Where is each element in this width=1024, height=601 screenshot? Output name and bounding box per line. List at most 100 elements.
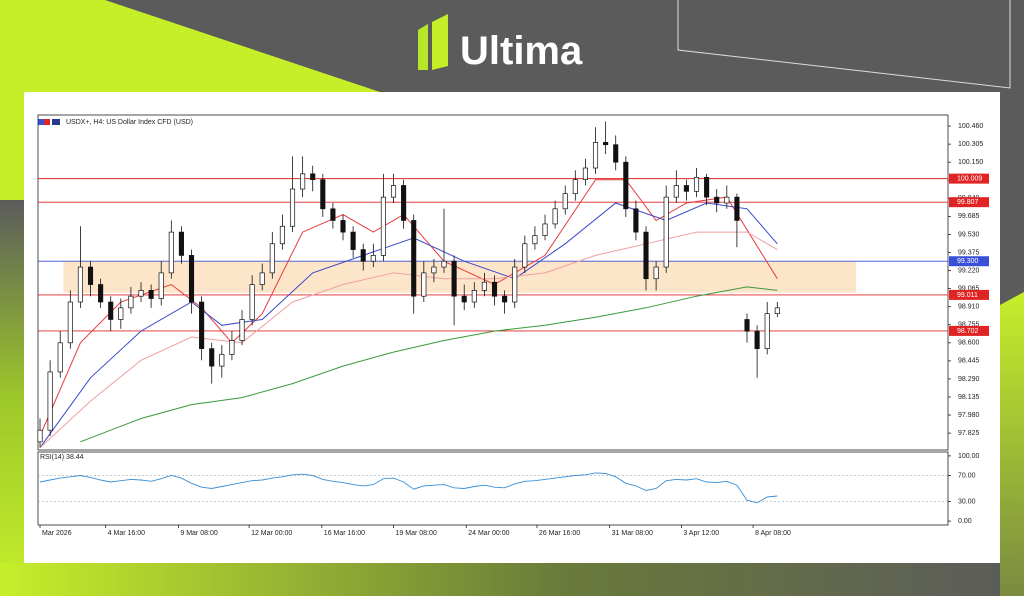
moving-average: [80, 286, 778, 443]
candle-body: [229, 340, 235, 355]
candle-body: [774, 307, 780, 315]
candle-body: [209, 348, 215, 367]
logo-icon: [432, 14, 448, 70]
x-tick-label: 12 Mar 00:00: [251, 530, 292, 537]
candle-body: [512, 266, 518, 303]
y-tick-label: 100.305: [958, 141, 983, 148]
candle-body: [158, 272, 164, 299]
candle-body: [552, 208, 558, 225]
candle-body: [219, 354, 225, 367]
candle-body: [320, 179, 326, 210]
candle-body: [269, 243, 275, 274]
level-box: [949, 197, 989, 208]
candle-body: [421, 272, 427, 297]
candle-body: [653, 266, 659, 280]
candle-body: [77, 266, 83, 303]
candle-body: [764, 313, 770, 349]
y-tick-label: 98.290: [958, 376, 980, 383]
candle-body: [663, 196, 669, 268]
candle-body: [734, 196, 740, 221]
candle-body: [350, 231, 356, 250]
candle-body: [67, 301, 73, 344]
accent-bottom: [0, 563, 1024, 596]
x-tick-label: 19 Mar 08:00: [396, 530, 437, 537]
candle-body: [360, 249, 366, 262]
candle-body: [128, 295, 134, 309]
level-label: 98.702: [957, 328, 979, 335]
candle-body: [471, 290, 477, 303]
candle-body: [118, 307, 124, 320]
rsi-frame: [37, 451, 949, 526]
candle-body: [633, 208, 639, 233]
candle-body: [673, 185, 679, 198]
candle-body: [613, 144, 619, 163]
symbol-icon: [38, 119, 60, 125]
chart-panel: [24, 92, 1000, 563]
candle-body: [178, 231, 184, 256]
candle-body: [592, 142, 599, 169]
y-tick-label: 98.135: [958, 394, 980, 401]
candle-body: [401, 185, 407, 221]
candle-body: [532, 235, 538, 245]
candle-body: [441, 260, 447, 268]
candle-body: [168, 231, 174, 274]
x-tick-label: 9 Mar 08:00: [180, 530, 217, 537]
candle-body: [47, 371, 53, 431]
candle-body: [502, 295, 508, 303]
candle-body: [431, 266, 437, 274]
x-tick-label: 16 Mar 16:00: [324, 530, 365, 537]
candle-body: [57, 342, 63, 373]
candle-body: [37, 429, 43, 443]
logo-icon: [418, 24, 428, 70]
candle-body: [623, 161, 629, 210]
candle-body: [693, 176, 700, 192]
y-tick-label: 98.600: [958, 340, 980, 347]
moving-average: [39, 179, 778, 437]
candle-body: [87, 266, 94, 285]
candle-body: [148, 290, 154, 299]
support-zone: [63, 261, 857, 293]
candle-body: [491, 281, 498, 297]
level-box: [949, 256, 989, 267]
candle-body: [188, 255, 195, 303]
candle-body: [340, 220, 346, 233]
candle-body: [239, 319, 245, 341]
logo: Ultima: [418, 14, 583, 73]
y-tick-label: 97.980: [958, 412, 980, 419]
y-tick-label: 98.910: [958, 304, 980, 311]
brand: Ultima: [460, 29, 583, 73]
candle-body: [714, 196, 720, 204]
y-tick-label: 100.150: [958, 159, 983, 166]
x-tick-label: 31 Mar 08:00: [612, 530, 653, 537]
candle-body: [724, 196, 730, 204]
rsi-tick-label: 70.00: [958, 472, 976, 479]
candle-body: [199, 301, 205, 349]
candle-body: [138, 290, 144, 297]
y-tick-label: 97.825: [958, 430, 980, 437]
candle-body: [411, 220, 417, 297]
candle-body: [310, 173, 316, 181]
candle-body: [582, 167, 588, 181]
level-box: [949, 325, 989, 336]
candle-body: [370, 255, 376, 262]
candle-body: [481, 281, 487, 291]
level-label: 99.807: [957, 199, 979, 206]
candle-body: [451, 260, 457, 297]
candle-body: [390, 185, 397, 198]
y-tick-label: 99.220: [958, 267, 980, 274]
candle-body: [249, 284, 255, 320]
y-tick-label: 99.530: [958, 231, 980, 238]
candle-body: [562, 193, 568, 210]
candle-body: [461, 295, 467, 303]
x-tick-label: 8 Apr 08:00: [755, 530, 791, 537]
accent-right: [1000, 292, 1024, 596]
candle-body: [380, 196, 386, 256]
chart-title: USDX+, H4: US Dollar Index CFD (USD): [66, 119, 193, 126]
candle-body: [330, 208, 336, 221]
level-label: 99.011: [957, 292, 978, 299]
candle-body: [300, 173, 306, 190]
x-tick-label: Mar 2026: [42, 530, 72, 537]
level-label: 100.009: [957, 175, 982, 182]
